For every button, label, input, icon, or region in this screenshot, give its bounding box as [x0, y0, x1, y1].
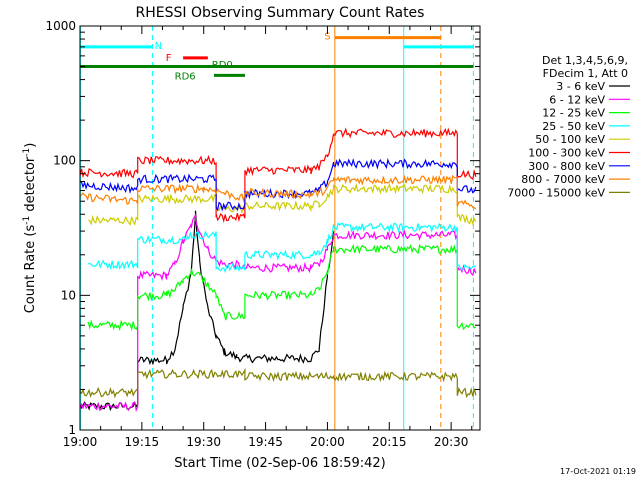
series-line-1 [79, 212, 477, 412]
chart-title: RHESSI Observing Summary Count Rates [136, 5, 425, 21]
x-tick-label: 20:00 [310, 435, 345, 449]
legend-header-0: Det 1,3,4,5,6,9, [542, 54, 628, 67]
y-axis-label-main: Count Rate (s [23, 225, 38, 314]
x-axis-label: Start Time (02-Sep-06 18:59:42) [174, 456, 385, 471]
series-line-6 [79, 157, 477, 212]
legend-entry-8: 7000 - 15000 keV [507, 186, 605, 199]
legend-entry-4: 50 - 100 keV [535, 133, 605, 146]
timestamp: 17-Oct-2021 01:19 [560, 467, 636, 476]
flag-label-0: N [155, 41, 162, 52]
y-axis-label: Count Rate (s-1 detector-1) [22, 143, 38, 314]
y-tick-label: 1 [68, 423, 76, 437]
y-tick-label: 1000 [45, 19, 76, 33]
y-axis-label-sup1: -1 [22, 216, 32, 225]
legend-entry-1: 6 - 12 keV [549, 93, 605, 106]
series-line-2 [87, 243, 477, 332]
legend: Det 1,3,4,5,6,9,FDecim 1, Att 03 - 6 keV… [507, 54, 630, 199]
legend-entry-6: 300 - 800 keV [528, 160, 605, 173]
y-axis-label-sup2: -1 [22, 148, 32, 157]
x-tick-label: 19:15 [125, 435, 160, 449]
series-line-8 [79, 367, 477, 399]
plot-frame [79, 25, 481, 431]
x-tick-label: 19:45 [248, 435, 283, 449]
series-line-0 [79, 210, 335, 412]
series-line-7 [79, 174, 477, 210]
legend-header-1: FDecim 1, Att 0 [543, 67, 628, 80]
legend-entry-7: 800 - 7000 keV [521, 173, 605, 186]
legend-entry-5: 100 - 300 keV [528, 147, 605, 160]
series-line-5 [79, 127, 477, 224]
x-tick-label: 19:30 [186, 435, 221, 449]
series-line-3 [88, 222, 477, 274]
y-axis-label-end: ) [23, 143, 38, 148]
legend-entry-0: 3 - 6 keV [556, 80, 605, 93]
x-tick-label: 20:15 [372, 435, 407, 449]
x-tick-label: 19:00 [63, 435, 98, 449]
flag-label-2: F [166, 53, 172, 64]
x-tick-label: 20:30 [434, 435, 469, 449]
flag-label-3: RD0 [212, 60, 233, 71]
legend-entry-3: 25 - 50 keV [542, 120, 605, 133]
series-line-4 [87, 182, 477, 226]
legend-entry-2: 12 - 25 keV [542, 107, 605, 120]
y-tick-label: 100 [53, 154, 76, 168]
flag-label-5: S [324, 32, 330, 43]
flag-label-4: RD6 [175, 71, 196, 82]
y-tick-label: 10 [61, 288, 76, 302]
y-axis-label-mid: detector [23, 156, 38, 216]
